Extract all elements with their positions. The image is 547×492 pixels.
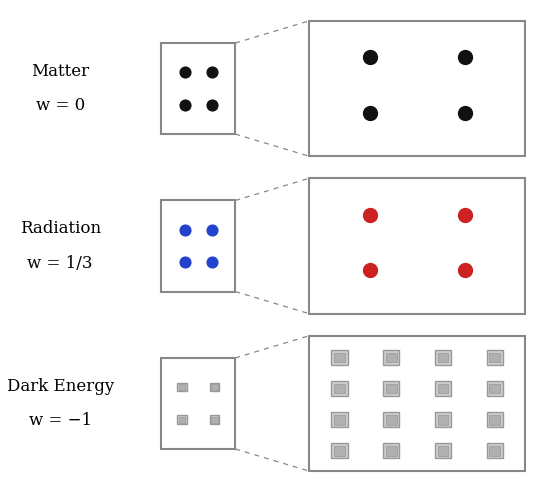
Bar	[438, 384, 449, 394]
Bar	[490, 415, 501, 425]
Point	[207, 226, 216, 234]
Bar	[331, 350, 347, 365]
Point	[365, 54, 374, 62]
Bar	[179, 384, 185, 390]
Point	[207, 101, 216, 109]
Point	[365, 211, 374, 219]
Text: Matter: Matter	[31, 63, 89, 80]
Bar	[490, 352, 501, 362]
Bar	[331, 381, 347, 396]
Point	[460, 211, 469, 219]
Text: w = 0: w = 0	[36, 97, 85, 114]
Bar	[438, 352, 449, 362]
Bar	[334, 415, 345, 425]
Point	[365, 109, 374, 117]
Bar	[438, 446, 449, 456]
Point	[460, 54, 469, 62]
Bar	[438, 415, 449, 425]
Text: Radiation: Radiation	[20, 220, 101, 237]
Bar	[383, 381, 399, 396]
Bar	[211, 417, 218, 423]
Bar	[383, 443, 399, 458]
Text: w = 1/3: w = 1/3	[27, 255, 93, 272]
Point	[181, 258, 189, 266]
Point	[181, 226, 189, 234]
Bar	[435, 412, 451, 427]
Bar	[210, 415, 219, 424]
Bar	[309, 178, 525, 314]
Bar	[490, 384, 501, 394]
Text: Dark Energy: Dark Energy	[7, 378, 114, 395]
Bar	[383, 412, 399, 427]
Point	[460, 109, 469, 117]
Bar	[177, 383, 187, 392]
Bar	[435, 350, 451, 365]
Bar	[490, 446, 501, 456]
Bar	[177, 415, 187, 424]
Bar	[435, 381, 451, 396]
Point	[181, 101, 189, 109]
Bar	[210, 383, 219, 392]
Bar	[386, 384, 397, 394]
Text: w = −1: w = −1	[28, 412, 92, 429]
Bar	[386, 446, 397, 456]
Bar	[386, 415, 397, 425]
Bar	[487, 350, 503, 365]
Point	[460, 266, 469, 274]
Point	[365, 266, 374, 274]
Point	[207, 68, 216, 76]
Bar	[331, 443, 347, 458]
Bar	[211, 384, 218, 390]
Point	[181, 68, 189, 76]
Bar	[161, 201, 235, 291]
Bar	[435, 443, 451, 458]
Bar	[334, 446, 345, 456]
Bar	[331, 412, 347, 427]
Bar	[309, 21, 525, 156]
Bar	[487, 381, 503, 396]
Bar	[161, 358, 235, 449]
Bar	[383, 350, 399, 365]
Bar	[487, 443, 503, 458]
Point	[207, 258, 216, 266]
Bar	[309, 336, 525, 471]
Bar	[334, 352, 345, 362]
Bar	[487, 412, 503, 427]
Bar	[179, 417, 185, 423]
Bar	[334, 384, 345, 394]
Bar	[161, 43, 235, 134]
Bar	[386, 352, 397, 362]
